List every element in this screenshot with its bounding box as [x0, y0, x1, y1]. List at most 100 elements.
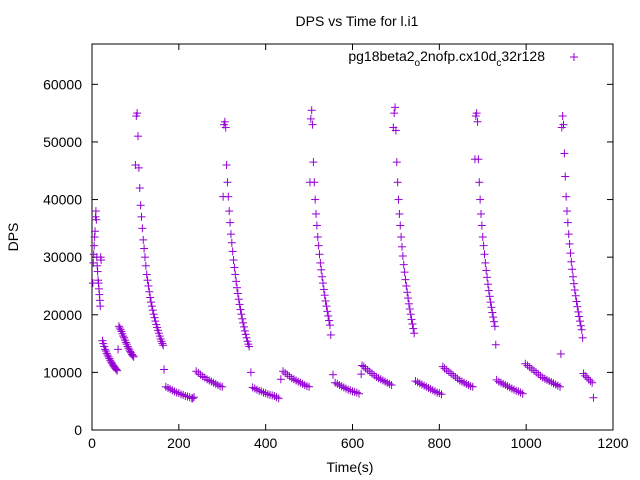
data-point — [142, 270, 151, 279]
data-point — [245, 342, 254, 351]
data-point — [113, 366, 122, 375]
data-point — [159, 341, 168, 350]
data-point — [101, 345, 110, 354]
data-point — [400, 268, 409, 277]
data-point — [114, 345, 123, 354]
data-point — [479, 241, 488, 250]
x-axis-label: Time(s) — [327, 459, 374, 475]
data-point — [226, 218, 235, 227]
data-point — [105, 354, 114, 363]
data-point — [399, 260, 408, 269]
data-point — [320, 291, 329, 300]
data-point — [145, 287, 154, 296]
data-point — [134, 132, 143, 141]
data-point — [490, 317, 499, 326]
data-point — [569, 272, 578, 281]
data-point — [566, 249, 575, 258]
data-point — [133, 109, 142, 118]
data-point — [221, 123, 230, 132]
data-point — [408, 319, 417, 328]
legend-label: pg18beta2o2nofp.cx10dc32r128 — [348, 48, 545, 69]
data-point — [324, 311, 333, 320]
data-point — [134, 163, 143, 172]
data-point — [231, 270, 240, 279]
data-point — [97, 256, 106, 265]
data-point — [576, 317, 585, 326]
data-point — [307, 106, 316, 115]
data-point — [392, 158, 401, 167]
data-point — [90, 241, 99, 250]
data-point — [575, 312, 584, 321]
data-point — [576, 321, 585, 330]
data-point — [317, 265, 326, 274]
data-point — [93, 267, 102, 276]
data-point — [104, 352, 113, 361]
data-point — [394, 195, 403, 204]
data-point — [235, 300, 244, 309]
data-point — [325, 316, 334, 325]
data-point — [223, 178, 232, 187]
data-point — [233, 283, 242, 292]
y-tick-label: 0 — [74, 422, 82, 438]
data-point — [556, 382, 565, 391]
data-point — [150, 313, 159, 322]
data-point — [119, 332, 128, 341]
data-point — [468, 382, 477, 391]
data-point — [322, 302, 331, 311]
data-point — [402, 281, 411, 290]
data-point — [562, 207, 571, 216]
data-point — [451, 372, 460, 381]
legend-marker-symbol — [570, 53, 578, 61]
y-axis-label: DPS — [5, 223, 21, 252]
x-tick-label: 800 — [428, 435, 452, 451]
data-point — [488, 308, 497, 317]
y-tick-label: 50000 — [43, 134, 82, 150]
data-point — [562, 192, 571, 201]
data-point — [571, 291, 580, 300]
data-point — [240, 326, 249, 335]
data-point — [124, 344, 133, 353]
x-tick-label: 200 — [167, 435, 191, 451]
data-point — [220, 117, 229, 126]
data-point — [102, 349, 111, 358]
data-point — [325, 321, 334, 330]
data-point — [578, 333, 587, 342]
data-point — [147, 302, 156, 311]
data-point — [574, 307, 583, 316]
data-point — [437, 390, 446, 399]
data-point — [409, 324, 418, 333]
data-point — [91, 227, 100, 236]
x-tick-label: 1000 — [511, 435, 542, 451]
data-point — [316, 258, 325, 267]
data-point — [363, 366, 372, 375]
data-point — [570, 286, 579, 295]
data-point — [143, 276, 152, 285]
data-point — [91, 207, 100, 216]
data-point — [222, 160, 231, 169]
data-point — [589, 393, 598, 402]
data-point — [103, 351, 112, 360]
data-point — [137, 212, 146, 221]
data-point — [489, 313, 498, 322]
data-point — [239, 318, 248, 327]
data-point — [387, 381, 396, 390]
data-point — [406, 310, 415, 319]
data-point — [238, 314, 247, 323]
data-point — [96, 302, 105, 311]
data-point — [227, 238, 236, 247]
data-point — [525, 363, 534, 372]
data-point — [582, 373, 591, 382]
data-point — [237, 310, 246, 319]
data-point — [523, 361, 532, 370]
data-point — [326, 330, 335, 339]
data-point — [365, 367, 374, 376]
data-point — [480, 250, 489, 259]
data-point — [314, 241, 323, 250]
data-point — [312, 209, 321, 218]
data-point — [584, 375, 593, 384]
data-point — [236, 305, 245, 314]
data-point — [586, 377, 595, 386]
data-point — [477, 209, 486, 218]
data-point — [313, 233, 322, 241]
data-point — [310, 178, 319, 187]
